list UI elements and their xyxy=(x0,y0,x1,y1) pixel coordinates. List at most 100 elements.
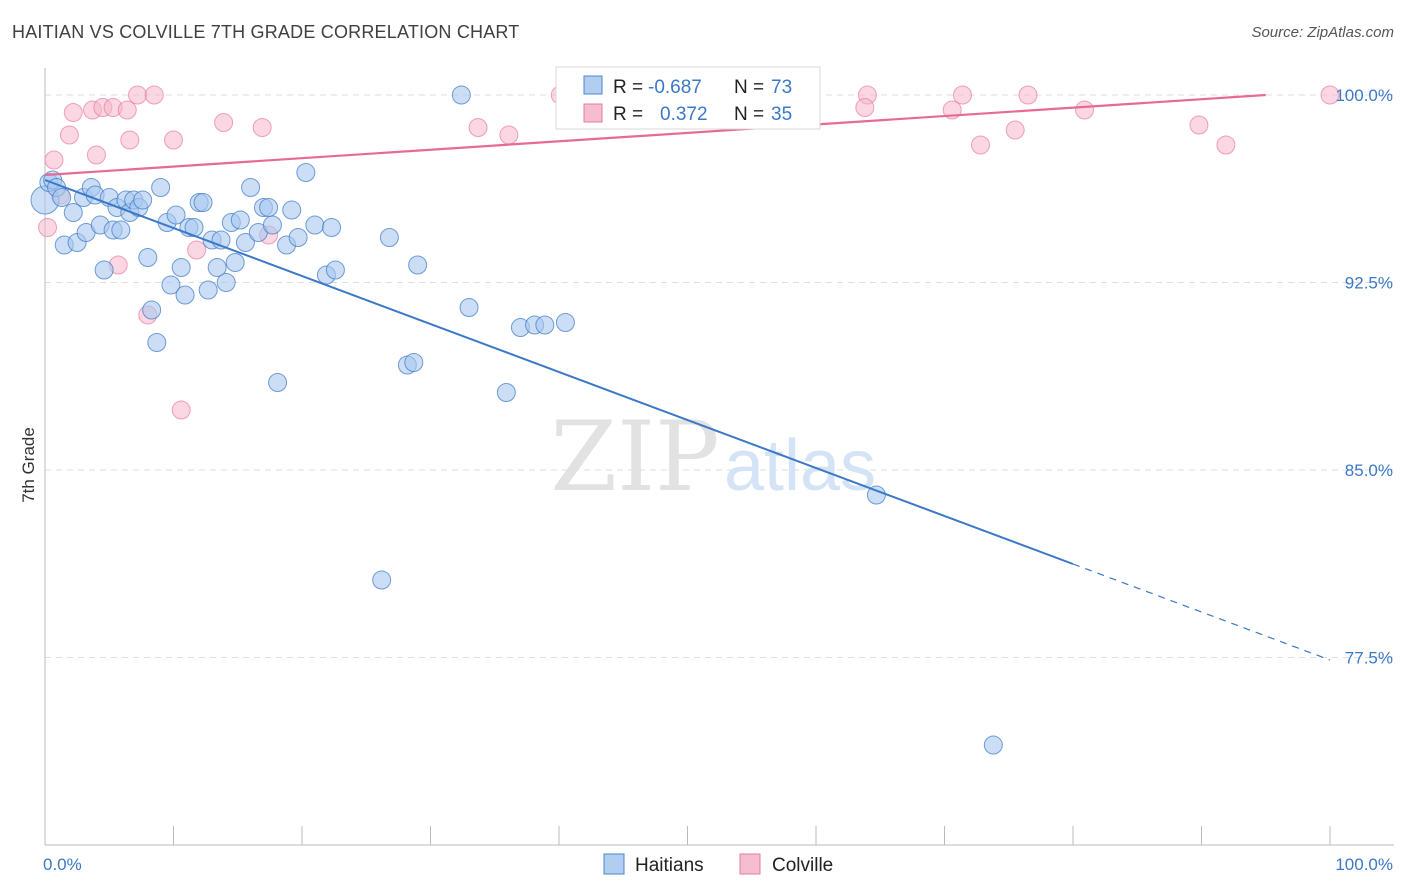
colville-point[interactable] xyxy=(855,98,875,117)
colville-point[interactable] xyxy=(499,125,519,145)
axes xyxy=(44,68,1394,846)
colville-point[interactable] xyxy=(252,118,272,137)
colville-point[interactable] xyxy=(59,125,79,145)
haitians-point[interactable] xyxy=(288,228,308,247)
colville-point[interactable] xyxy=(952,85,972,105)
haitians-point[interactable] xyxy=(142,300,162,320)
stat-r-value-haitians: -0.687 xyxy=(648,77,702,98)
legend-haitians-label: Haitians xyxy=(635,855,704,876)
haitians-point[interactable] xyxy=(111,220,131,240)
haitians-point[interactable] xyxy=(52,188,72,207)
haitians-point[interactable] xyxy=(147,333,167,352)
legend-colville-label: Colville xyxy=(772,855,833,876)
colville-point[interactable] xyxy=(44,150,64,170)
x-tick-label-min: 0.0% xyxy=(43,855,82,874)
haitians-points xyxy=(30,85,1003,755)
colville-point[interactable] xyxy=(144,85,164,105)
legend-colville-swatch xyxy=(739,853,761,875)
haitians-point[interactable] xyxy=(305,215,325,235)
haitians-point[interactable] xyxy=(325,260,345,280)
colville-point[interactable] xyxy=(214,113,234,132)
stat-n-value-colville: 35 xyxy=(771,104,792,125)
haitians-point[interactable] xyxy=(372,570,392,590)
haitians-point[interactable] xyxy=(535,315,555,335)
haitians-point[interactable] xyxy=(63,203,83,222)
colville-trend-line xyxy=(44,93,1266,177)
haitians-point[interactable] xyxy=(268,373,288,392)
haitians-point[interactable] xyxy=(282,200,302,220)
haitians-point[interactable] xyxy=(983,735,1003,755)
x-tick-label-max: 100.0% xyxy=(1335,855,1393,874)
haitians-point[interactable] xyxy=(216,273,236,292)
legend-haitians-swatch xyxy=(603,853,625,875)
colville-point[interactable] xyxy=(1189,115,1209,135)
haitians-point[interactable] xyxy=(241,178,261,197)
stat-r-value-colville: 0.372 xyxy=(660,104,708,125)
colville-point[interactable] xyxy=(38,218,58,237)
y-axis-label: 7th Grade xyxy=(19,427,38,503)
haitians-point[interactable] xyxy=(138,248,158,267)
haitians-point[interactable] xyxy=(175,285,195,305)
colville-point[interactable] xyxy=(1075,100,1095,120)
tick-labels: 100.0% 92.5% 85.0% 77.5% 0.0% 100.0% xyxy=(43,86,1393,874)
colville-point[interactable] xyxy=(970,135,990,155)
haitians-point[interactable] xyxy=(451,85,471,105)
watermark-atlas: atlas xyxy=(724,426,876,506)
watermark: ZIP atlas xyxy=(550,401,876,513)
haitians-point[interactable] xyxy=(207,258,227,277)
colville-point[interactable] xyxy=(1018,85,1038,105)
colville-point[interactable] xyxy=(1216,135,1236,155)
stats-legend: R = -0.687 N = 73 R = 0.372 N = 35 xyxy=(555,66,821,130)
haitians-point[interactable] xyxy=(193,193,213,212)
y-tick-label: 100.0% xyxy=(1335,86,1393,105)
haitians-point[interactable] xyxy=(459,298,479,317)
haitians-trend-extension xyxy=(1072,563,1331,661)
source-credit: Source: ZipAtlas.com xyxy=(1251,24,1394,41)
colville-point[interactable] xyxy=(171,400,191,420)
haitians-point[interactable] xyxy=(230,210,250,230)
haitians-point[interactable] xyxy=(555,313,575,332)
stat-r-label-haitians: R = xyxy=(613,77,643,98)
haitians-point[interactable] xyxy=(198,280,218,300)
bottom-legend: Haitians Colville xyxy=(603,853,833,876)
trend-lines xyxy=(44,93,1331,661)
haitians-point[interactable] xyxy=(866,485,886,505)
haitians-point[interactable] xyxy=(262,215,282,235)
colville-point[interactable] xyxy=(117,100,137,120)
stat-r-label-colville: R = xyxy=(613,104,643,125)
colville-point[interactable] xyxy=(468,118,488,137)
haitians-point[interactable] xyxy=(322,218,342,237)
colville-point[interactable] xyxy=(187,240,207,260)
colville-point[interactable] xyxy=(164,130,183,150)
haitians-swatch xyxy=(583,75,603,95)
colville-point[interactable] xyxy=(63,103,83,122)
colville-point[interactable] xyxy=(128,85,148,105)
haitians-point[interactable] xyxy=(296,163,316,182)
haitians-trend-line xyxy=(44,179,1074,565)
y-tick-label: 85.0% xyxy=(1345,461,1393,480)
haitians-point[interactable] xyxy=(408,255,428,275)
colville-point[interactable] xyxy=(120,130,140,150)
haitians-point[interactable] xyxy=(151,178,171,197)
haitians-point[interactable] xyxy=(171,258,191,277)
watermark-zip: ZIP xyxy=(550,401,719,513)
haitians-point[interactable] xyxy=(161,275,181,295)
y-tick-label: 92.5% xyxy=(1345,274,1393,293)
colville-points xyxy=(38,85,1340,420)
haitians-point[interactable] xyxy=(235,233,255,252)
haitians-point[interactable] xyxy=(166,205,186,225)
stat-n-label-haitians: N = xyxy=(734,77,764,98)
haitians-point[interactable] xyxy=(94,260,114,280)
haitians-point[interactable] xyxy=(225,253,245,272)
colville-point[interactable] xyxy=(86,145,106,165)
haitians-point[interactable] xyxy=(133,190,153,210)
chart-title: HAITIAN VS COLVILLE 7TH GRADE CORRELATIO… xyxy=(12,22,520,42)
haitians-point[interactable] xyxy=(259,198,279,217)
haitians-point[interactable] xyxy=(496,383,516,402)
haitians-point[interactable] xyxy=(404,353,424,372)
colville-swatch xyxy=(583,103,603,123)
haitians-point[interactable] xyxy=(379,228,399,247)
colville-point[interactable] xyxy=(1320,85,1340,105)
colville-point[interactable] xyxy=(1005,120,1025,140)
